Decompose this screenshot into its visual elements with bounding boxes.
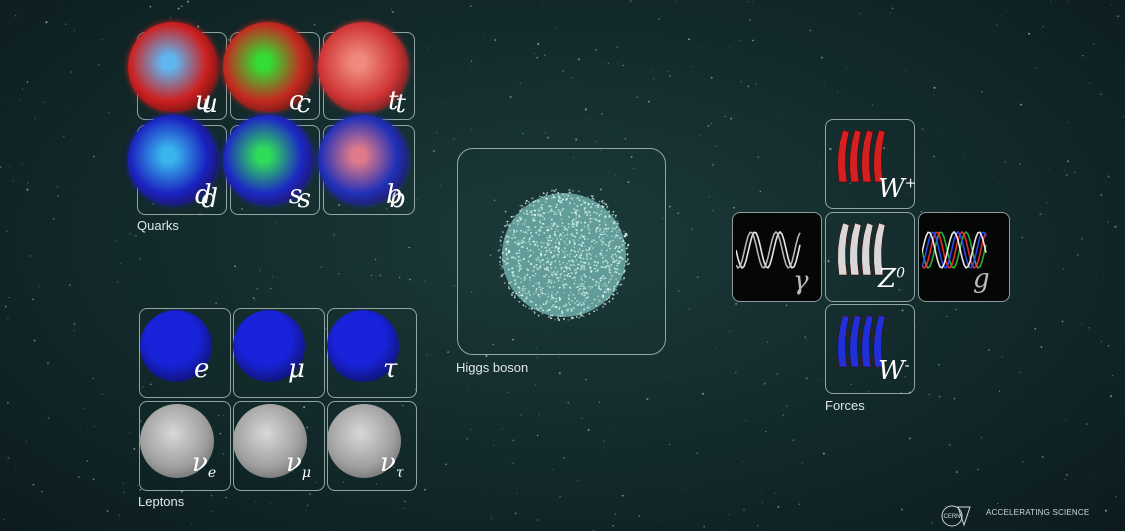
cern-logo-text: CERN xyxy=(943,514,960,520)
force-cell-w-plus[interactable] xyxy=(825,119,915,209)
higgs-label: Higgs boson xyxy=(456,360,529,375)
particle-symbol: s xyxy=(297,184,311,214)
force-cell-z-zero[interactable] xyxy=(825,212,915,302)
muon-neutrino-symbol: νμ xyxy=(286,450,311,480)
muon-symbol: μ xyxy=(288,354,305,384)
gluon-symbol: g xyxy=(973,264,990,294)
tagline: ACCELERATING SCIENCE xyxy=(986,508,1090,517)
bottom-quark-sphere-icon xyxy=(318,115,408,205)
strange-quark-sphere-icon xyxy=(223,115,313,205)
w-minus-symbol: W- xyxy=(878,358,909,384)
nu-letter: ν xyxy=(192,448,208,478)
charm-quark-sphere-icon xyxy=(223,22,313,112)
strange-symbol: s xyxy=(289,180,303,210)
nu-letter: ν xyxy=(380,448,396,478)
electron-symbol: e xyxy=(194,354,210,384)
w-minus-ribbon-icon xyxy=(837,314,886,368)
up-symbol: u xyxy=(195,86,212,116)
electron-neutrino-sphere-icon xyxy=(140,404,214,478)
photon-symbol: γ xyxy=(793,266,809,296)
down-symbol: d xyxy=(195,180,212,210)
higgs-cell[interactable] xyxy=(457,148,666,355)
z-zero-ribbon-icon xyxy=(837,222,886,276)
electron-neutrino-symbol: νe xyxy=(192,450,216,480)
tau-neutrino-symbol: ντ xyxy=(380,450,404,480)
nu-subscript: μ xyxy=(301,465,311,482)
photon-wave-icon xyxy=(736,230,801,270)
boson-letter: W xyxy=(878,356,905,386)
down-quark-sphere-icon xyxy=(128,115,218,205)
bottom-symbol: b xyxy=(386,180,403,210)
muon-neutrino-sphere-icon xyxy=(233,404,307,478)
muon-sphere-icon xyxy=(233,310,305,382)
boson-superscript: 0 xyxy=(896,265,905,282)
higgs-boson-cloud-icon xyxy=(497,188,630,321)
electron-sphere-icon xyxy=(140,310,212,382)
tau-symbol: τ xyxy=(383,354,398,384)
leptons-label: Leptons xyxy=(138,494,185,509)
nu-letter: ν xyxy=(286,448,302,478)
boson-superscript: + xyxy=(904,175,917,192)
cern-logo-icon: CERN xyxy=(941,505,971,527)
top-symbol: t xyxy=(388,86,399,116)
particle-symbol: t xyxy=(395,89,406,119)
boson-letter: Z xyxy=(878,264,897,294)
lepton-cell-electron[interactable] xyxy=(139,308,231,398)
tau-sphere-icon xyxy=(327,310,399,382)
force-cell-w-minus[interactable] xyxy=(825,304,915,394)
lepton-cell-electron-neutrino[interactable] xyxy=(139,401,231,491)
boson-superscript: - xyxy=(904,357,910,374)
quarks-label: Quarks xyxy=(137,218,179,233)
z-zero-symbol: Z0 xyxy=(878,266,905,292)
top-quark-sphere-icon xyxy=(318,22,408,112)
nu-subscript: τ xyxy=(395,465,404,482)
w-plus-symbol: W+ xyxy=(878,176,916,202)
boson-letter: W xyxy=(878,174,905,204)
up-quark-sphere-icon xyxy=(128,22,218,112)
forces-label: Forces xyxy=(825,398,865,413)
nu-subscript: e xyxy=(207,465,217,482)
gluon-wave-icon xyxy=(922,230,987,270)
charm-symbol: c xyxy=(289,86,304,116)
tau-neutrino-sphere-icon xyxy=(327,404,401,478)
w-plus-ribbon-icon xyxy=(837,129,886,183)
particle-symbol: d xyxy=(201,184,218,214)
